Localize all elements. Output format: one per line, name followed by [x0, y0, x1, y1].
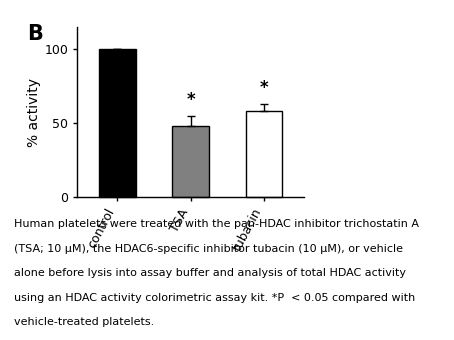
- Bar: [99, 49, 136, 197]
- Text: (TSA; 10 μM), the HDAC6-specific inhibitor tubacin (10 μM), or vehicle: (TSA; 10 μM), the HDAC6-specific inhibit…: [14, 244, 403, 254]
- Y-axis label: % activity: % activity: [28, 78, 41, 147]
- Text: using an HDAC activity colorimetric assay kit. *P  < 0.05 compared with: using an HDAC activity colorimetric assa…: [14, 293, 415, 303]
- Bar: [246, 112, 282, 197]
- Text: alone before lysis into assay buffer and analysis of total HDAC activity: alone before lysis into assay buffer and…: [14, 268, 405, 278]
- Text: Human platelets were treated with the pan-HDAC inhibitor trichostatin A: Human platelets were treated with the pa…: [14, 219, 419, 229]
- Text: *: *: [260, 79, 268, 97]
- Text: vehicle-treated platelets.: vehicle-treated platelets.: [14, 317, 154, 327]
- Bar: [173, 126, 209, 197]
- Text: *: *: [187, 90, 195, 108]
- Text: B: B: [27, 24, 43, 44]
